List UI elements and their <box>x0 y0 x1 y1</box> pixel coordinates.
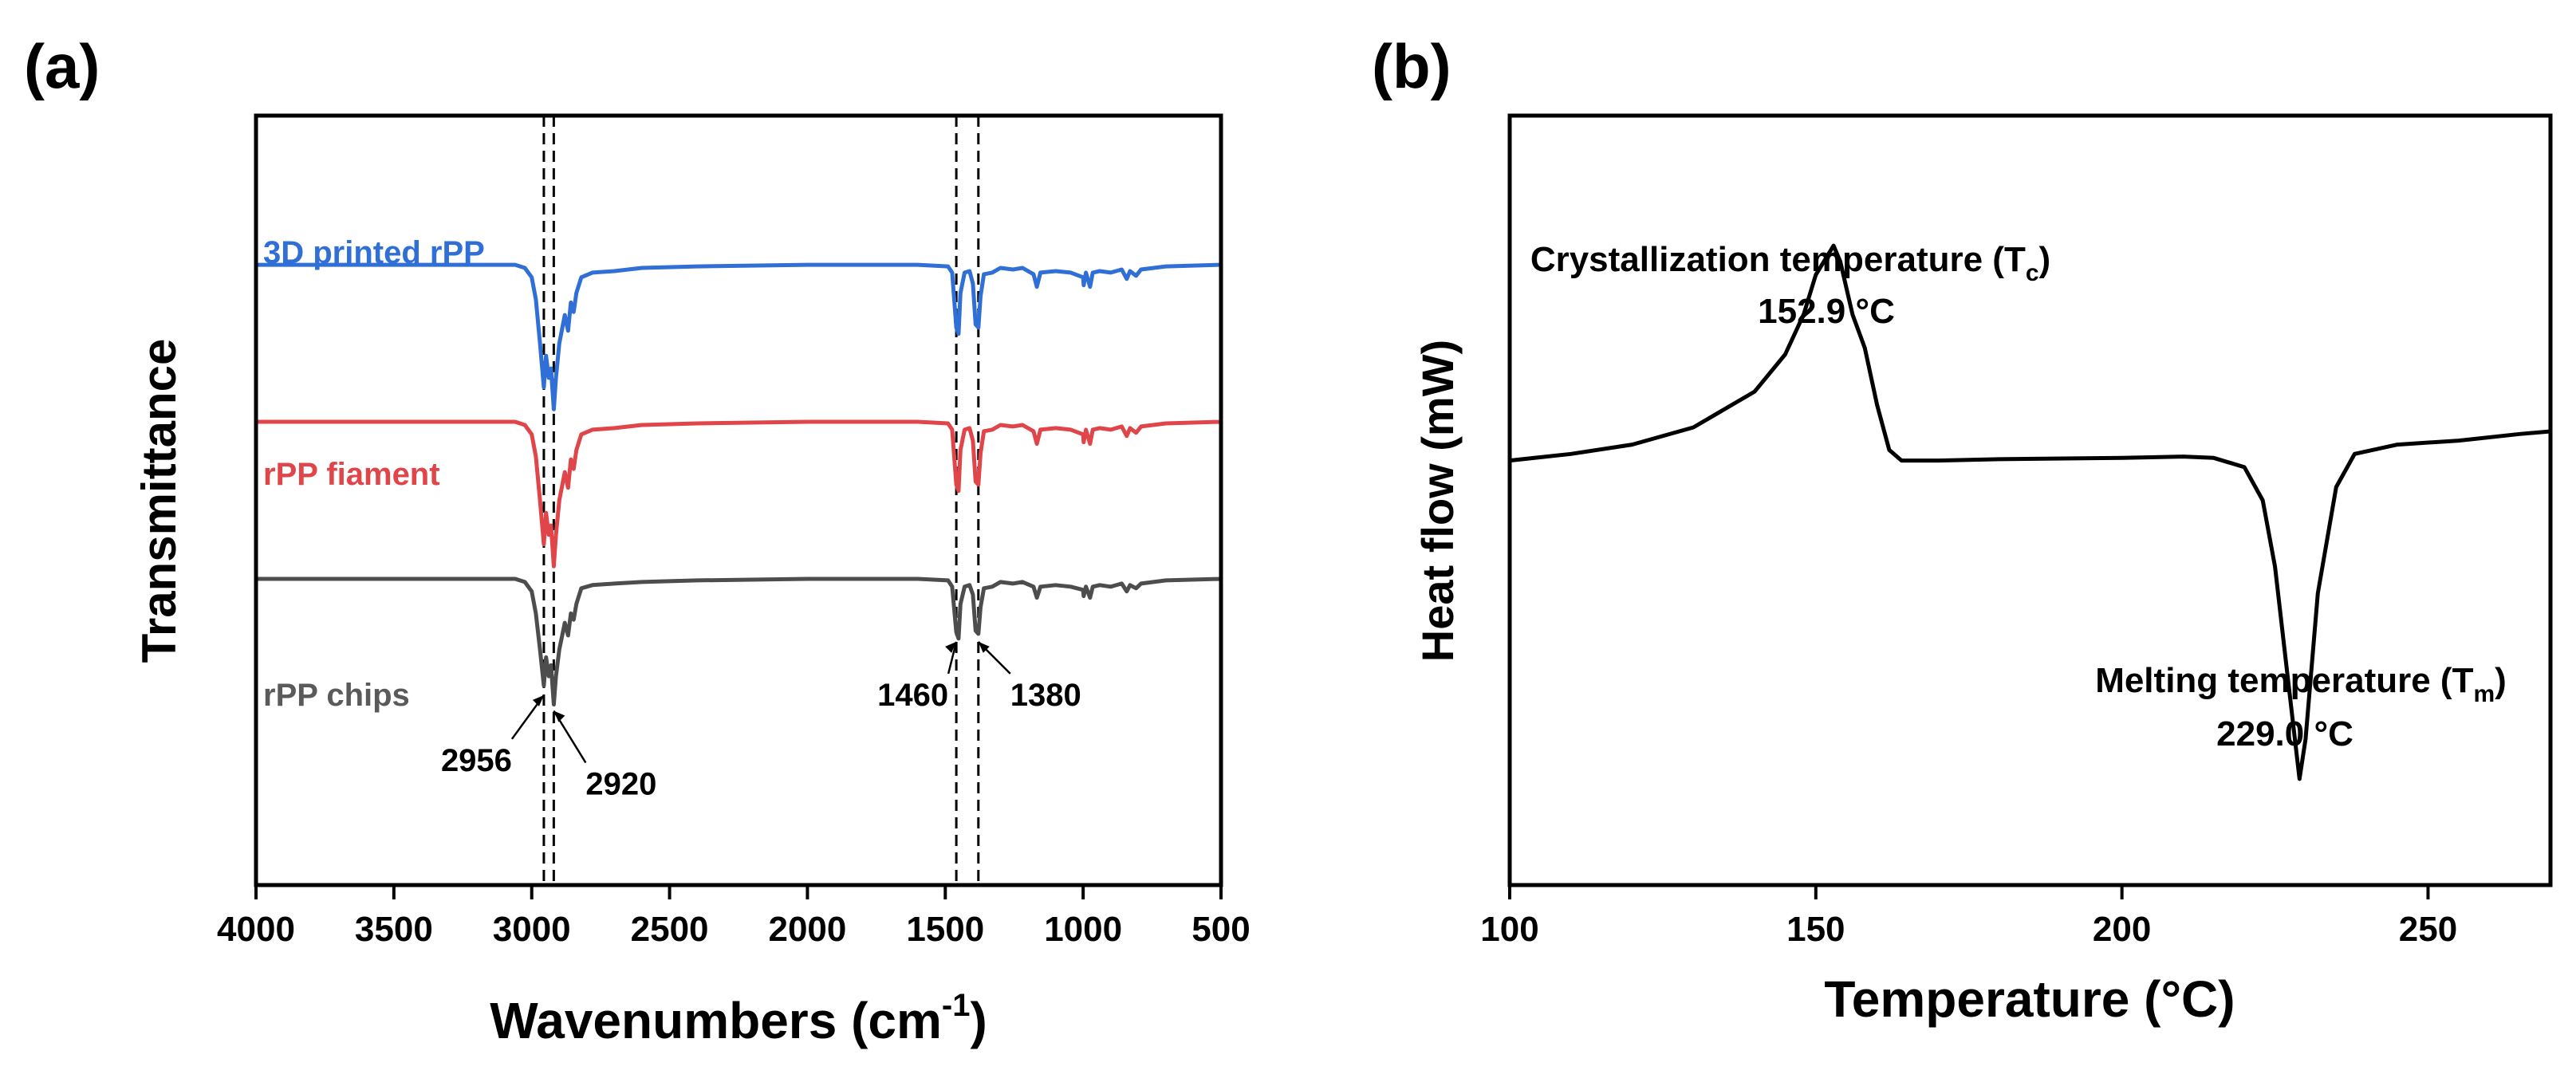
series-label-rpp-chips: rPP chips <box>263 678 410 713</box>
annotation-crystallization-text: Crystallization temperature (T <box>1530 240 2026 279</box>
x-tick-label: 500 <box>1191 910 1250 949</box>
plot-frame-b <box>1507 113 2553 887</box>
panel-b-label: (b) <box>1372 31 1451 101</box>
panel-a-label: (a) <box>24 31 100 101</box>
annotation-melting-value: 229.0 °C <box>2216 714 2353 753</box>
x-tick-label: 2500 <box>631 910 709 949</box>
annotation-melting-close: ) <box>2495 661 2507 700</box>
x-tick-label: 1000 <box>1044 910 1122 949</box>
annotation-crystallization-sub: c <box>2026 260 2039 286</box>
x-axis-label-a-close: ) <box>970 992 987 1049</box>
x-tick-label: 150 <box>1786 910 1845 949</box>
series-line-2 <box>256 576 1222 706</box>
annotation-arrowhead <box>553 710 565 722</box>
peak-label: 2920 <box>585 767 656 802</box>
x-tick-label: 250 <box>2399 910 2457 949</box>
x-tick-label: 4000 <box>217 910 295 949</box>
peak-label: 1460 <box>877 678 948 713</box>
panel-a-ftir-chart: (a) 4000 3500 3000 2500 2000 1500 1000 500 2956… <box>24 31 1251 1049</box>
reference-lines <box>542 116 980 885</box>
x-axis-label-b: Temperature (°C) <box>1824 970 2235 1028</box>
peak-label: 1380 <box>1010 678 1081 713</box>
series-line-0 <box>256 262 1222 411</box>
annotation-arrowhead <box>978 641 990 653</box>
annotation-arrowhead <box>532 694 544 706</box>
series-label-rpp-fiament: rPP fiament <box>263 457 440 492</box>
annotation-melting: Melting temperature (Tm) <box>2095 661 2507 707</box>
panel-b-dsc-chart: (b) 100 150 200 250 Crystallization tempera… <box>1372 31 2553 1028</box>
plot-frame-a <box>254 113 1223 887</box>
annotation-melting-text: Melting temperature (T <box>2095 661 2473 700</box>
x-tick-label: 3000 <box>493 910 571 949</box>
annotation-arrowhead <box>945 641 957 653</box>
y-axis-label-a: Transmittance <box>132 339 186 663</box>
x-tick-label: 3500 <box>355 910 433 949</box>
annotation-melting-sub: m <box>2473 681 2495 707</box>
x-tick-label: 1500 <box>906 910 984 949</box>
x-axis-ticks-b: 100 150 200 250 <box>1480 885 2457 949</box>
x-tick-label: 200 <box>2093 910 2151 949</box>
x-axis-ticks-a: 4000 3500 3000 2500 2000 1500 1000 500 <box>217 885 1251 949</box>
peak-label: 2956 <box>441 743 512 778</box>
series-line-1 <box>256 419 1222 569</box>
x-tick-label: 2000 <box>768 910 846 949</box>
x-axis-label-a-sup: -1 <box>942 988 971 1023</box>
series-label-3d-printed-rpp: 3D printed rPP <box>263 235 485 270</box>
dsc-curve-line <box>1509 243 2551 781</box>
annotation-crystallization-close: ) <box>2039 240 2051 279</box>
annotation-arrow <box>947 641 958 675</box>
annotation-crystallization: Crystallization temperature (Tc) <box>1530 240 2050 286</box>
dsc-series <box>1509 243 2551 781</box>
x-tick-label: 100 <box>1480 910 1538 949</box>
x-axis-label-a: Wavenumbers (cm-1) <box>490 988 987 1049</box>
peak-annotations: 2956 2920 1460 1380 <box>441 640 1081 802</box>
spectra-series <box>256 262 1222 706</box>
y-axis-label-b: Heat flow (mW) <box>1412 340 1463 662</box>
annotation-crystallization-value: 152.9 °C <box>1758 292 1895 331</box>
x-axis-label-a-main: Wavenumbers (cm <box>490 992 942 1049</box>
